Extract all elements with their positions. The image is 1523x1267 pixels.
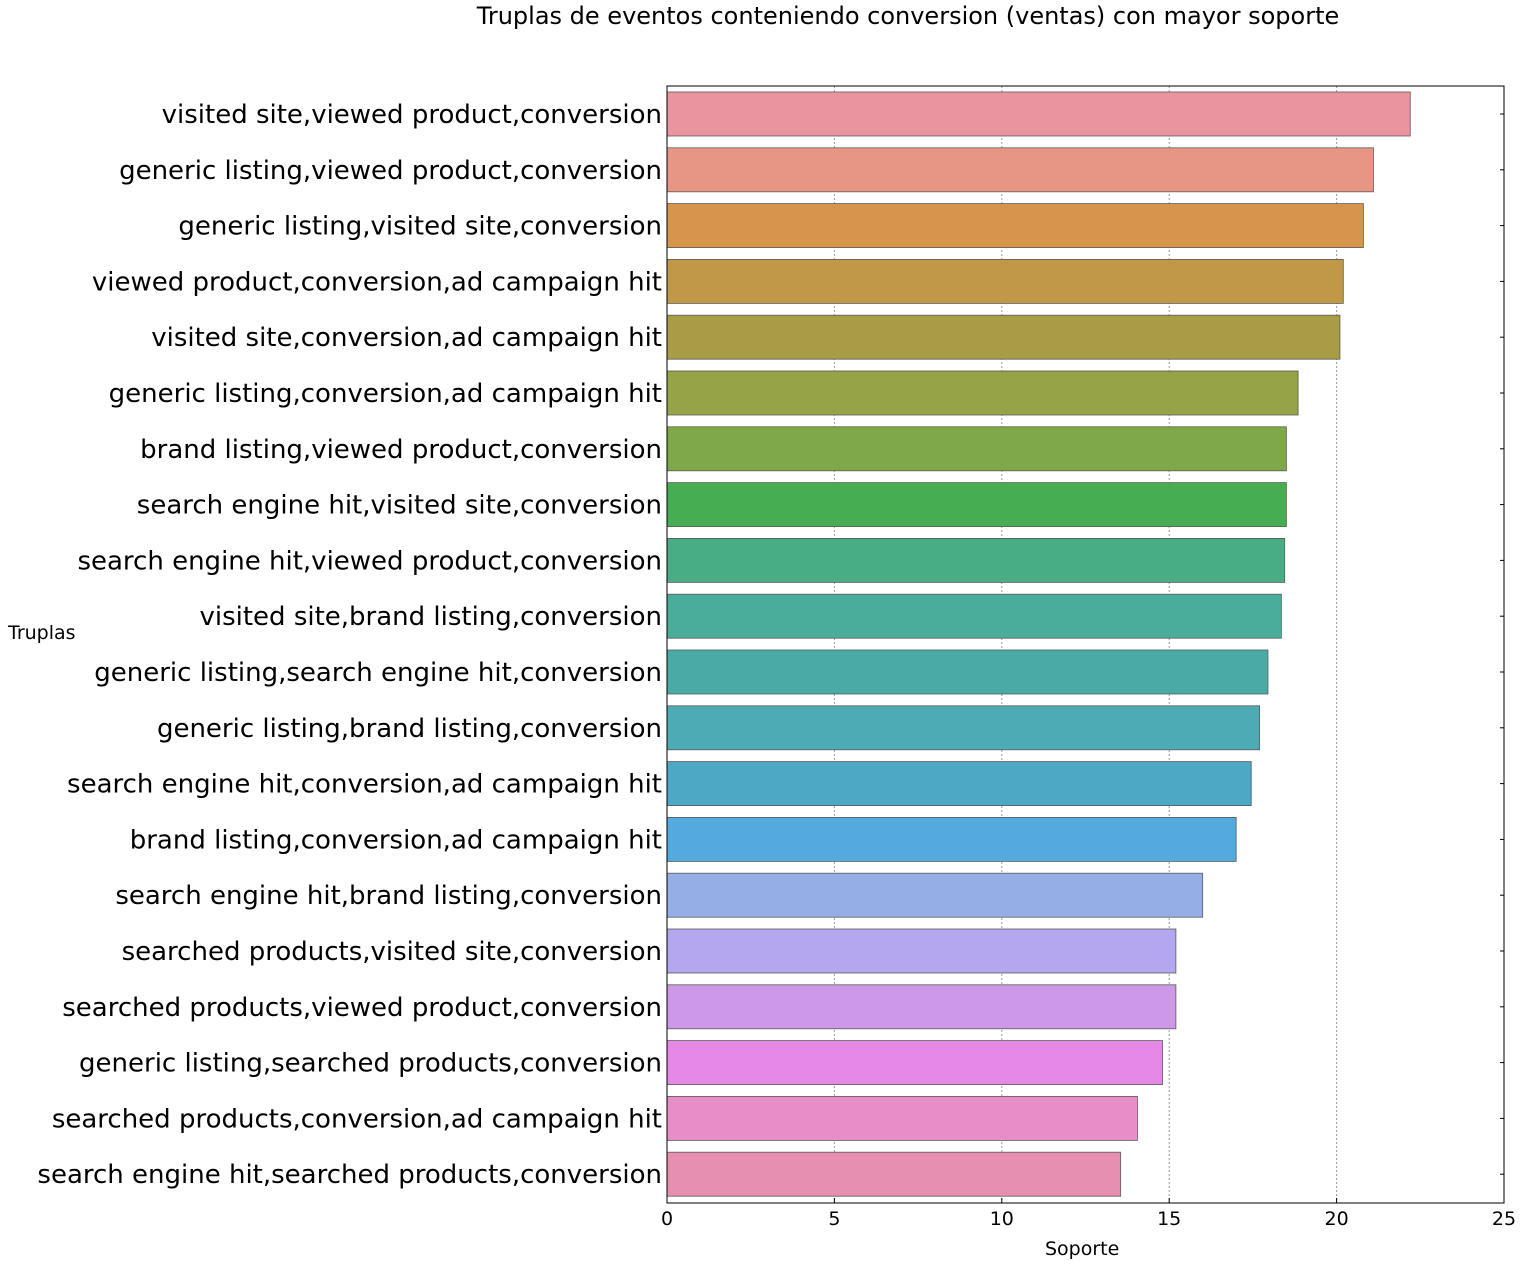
category-label: search engine hit,conversion,ad campaign… (67, 770, 662, 800)
bar (666, 258, 1344, 304)
category-label: searched products,visited site,conversio… (122, 937, 662, 967)
bar (666, 649, 1269, 695)
bar (666, 1040, 1163, 1085)
bar (666, 538, 1286, 583)
category-label: searched products,conversion,ad campaign… (52, 1104, 662, 1134)
bar (666, 147, 1374, 193)
chart-title: Truplas de eventos conteniendo conversio… (476, 2, 1340, 30)
bar (666, 705, 1260, 751)
bar (666, 314, 1341, 360)
category-label: brand listing,viewed product,conversion (140, 435, 662, 465)
x-tick-label: 0 (661, 1208, 673, 1230)
bar (666, 203, 1364, 249)
category-label: generic listing,brand listing,conversion (157, 714, 662, 744)
bar (666, 984, 1177, 1030)
category-label: search engine hit,visited site,conversio… (137, 491, 662, 521)
x-tick-label: 10 (990, 1208, 1014, 1230)
category-label: generic listing,searched products,conver… (79, 1049, 662, 1079)
x-tick-label: 5 (828, 1208, 840, 1230)
category-label: brand listing,conversion,ad campaign hit (130, 825, 662, 855)
category-label: search engine hit,brand listing,conversi… (115, 881, 662, 911)
bar (666, 426, 1287, 472)
bar (666, 91, 1411, 137)
bar (666, 593, 1282, 639)
category-label: search engine hit,searched products,conv… (37, 1160, 662, 1190)
bar (666, 817, 1237, 862)
category-label: visited site,brand listing,conversion (199, 602, 662, 632)
category-label: generic listing,conversion,ad campaign h… (109, 379, 662, 409)
category-label: searched products,viewed product,convers… (62, 993, 662, 1023)
category-label: viewed product,conversion,ad campaign hi… (92, 267, 662, 297)
x-axis-label: Soporte (1045, 1238, 1120, 1260)
bar (666, 370, 1299, 416)
y-axis-label: Truplas (8, 622, 76, 644)
category-label: search engine hit,viewed product,convers… (77, 546, 662, 576)
bar (666, 1151, 1122, 1197)
x-tick-label: 20 (1325, 1208, 1349, 1230)
category-label: generic listing,search engine hit,conver… (94, 658, 662, 688)
category-label: generic listing,visited site,conversion (178, 212, 662, 242)
category-label: visited site,conversion,ad campaign hit (151, 323, 662, 353)
x-tick-label: 25 (1492, 1208, 1516, 1230)
axes-frame (666, 85, 1505, 1204)
bar (666, 872, 1204, 918)
bar (666, 482, 1287, 528)
bar (666, 761, 1252, 806)
x-tick-label: 15 (1157, 1208, 1181, 1230)
category-label: generic listing,viewed product,conversio… (119, 156, 662, 186)
bar (666, 928, 1177, 974)
bar (666, 1096, 1138, 1141)
category-label: visited site,viewed product,conversion (162, 100, 662, 130)
